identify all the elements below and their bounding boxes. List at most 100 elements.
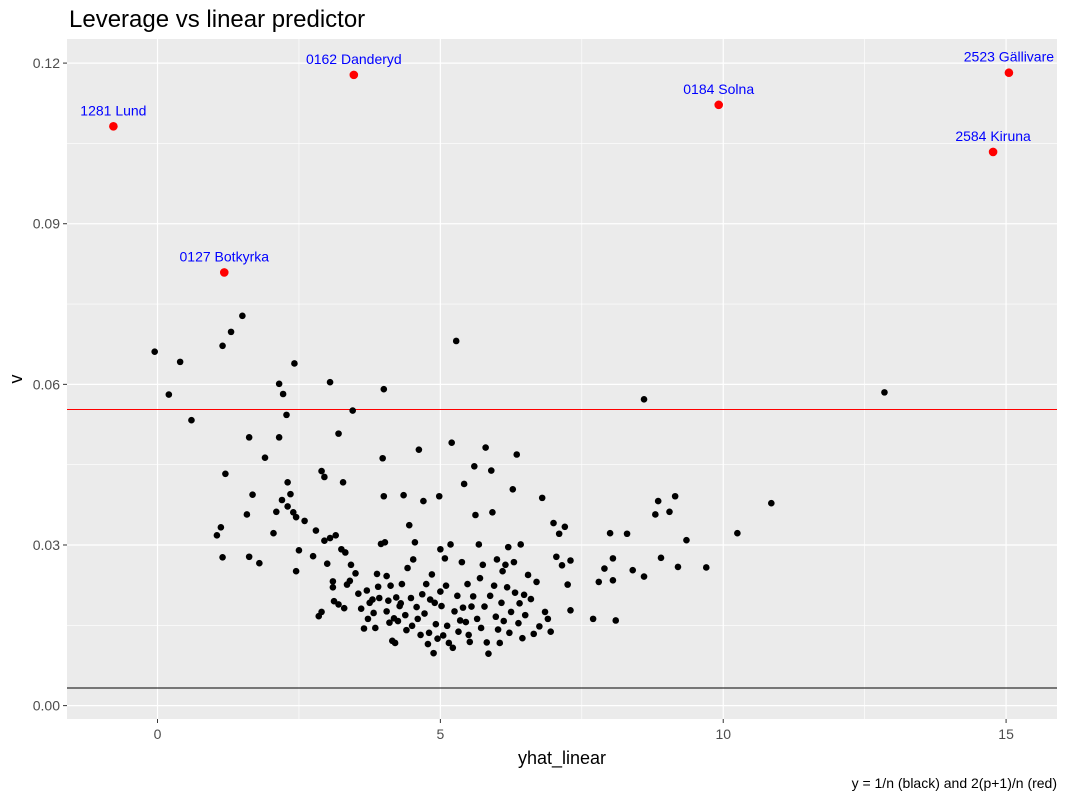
grid-minor bbox=[67, 39, 1057, 719]
data-point bbox=[329, 578, 337, 585]
data-point bbox=[445, 639, 453, 647]
data-point bbox=[176, 358, 184, 366]
x-axis-title: yhat_linear bbox=[518, 748, 606, 769]
data-point bbox=[398, 580, 406, 588]
data-point bbox=[414, 615, 422, 623]
data-point bbox=[434, 635, 441, 642]
data-point bbox=[456, 617, 464, 624]
data-point bbox=[245, 434, 253, 441]
data-point bbox=[504, 543, 512, 551]
data-point bbox=[227, 328, 235, 336]
data-point bbox=[547, 628, 554, 636]
data-point bbox=[245, 553, 253, 561]
data-point bbox=[475, 541, 483, 548]
data-point bbox=[490, 582, 498, 589]
data-point bbox=[471, 462, 478, 470]
data-point bbox=[386, 619, 393, 626]
data-point bbox=[435, 492, 443, 500]
data-point bbox=[652, 511, 659, 518]
data-point bbox=[564, 581, 571, 588]
data-point bbox=[420, 497, 427, 505]
data-point bbox=[291, 360, 298, 367]
data-point bbox=[458, 558, 466, 566]
data-point bbox=[589, 615, 597, 623]
data-point bbox=[283, 411, 290, 419]
data-point bbox=[213, 532, 221, 539]
data-point bbox=[380, 492, 388, 500]
data-point bbox=[329, 583, 337, 591]
data-point bbox=[256, 559, 263, 567]
data-point bbox=[489, 509, 496, 516]
y-tick-label: 0.06 bbox=[33, 376, 60, 392]
data-point bbox=[462, 618, 470, 626]
x-tick-label: 5 bbox=[436, 726, 444, 742]
data-point bbox=[516, 600, 523, 607]
data-point bbox=[411, 539, 419, 546]
data-point bbox=[606, 529, 614, 537]
data-point bbox=[397, 600, 405, 607]
data-point bbox=[422, 580, 430, 588]
data-point bbox=[394, 617, 402, 625]
data-point bbox=[381, 539, 389, 546]
data-point bbox=[441, 555, 449, 562]
data-point bbox=[425, 629, 433, 637]
data-point bbox=[318, 467, 325, 475]
data-point bbox=[335, 601, 342, 608]
point-labels: 1281 Lund 0162 Danderyd 0127 Botkyrka 0184 … bbox=[80, 49, 1054, 265]
data-point bbox=[249, 491, 256, 498]
data-point bbox=[640, 573, 648, 580]
data-point bbox=[373, 570, 381, 578]
data-point bbox=[515, 619, 522, 627]
data-point bbox=[555, 530, 563, 538]
data-point bbox=[165, 391, 173, 398]
data-point bbox=[683, 536, 690, 544]
data-point bbox=[346, 577, 354, 585]
data-point bbox=[188, 416, 195, 424]
data-point bbox=[357, 605, 365, 613]
data-point bbox=[702, 564, 710, 571]
data-point bbox=[326, 378, 334, 386]
data-point bbox=[335, 430, 342, 437]
data-point bbox=[623, 530, 631, 538]
data-point bbox=[609, 577, 617, 584]
data-point bbox=[502, 561, 509, 569]
data-point bbox=[289, 509, 297, 516]
data-point bbox=[612, 617, 620, 624]
data-point bbox=[239, 312, 246, 320]
data-point bbox=[284, 503, 291, 510]
highlighted-point bbox=[988, 147, 998, 157]
data-point bbox=[454, 592, 461, 600]
data-point bbox=[510, 558, 518, 566]
data-point bbox=[387, 582, 394, 589]
data-point bbox=[275, 380, 283, 388]
y-tick-label: 0.00 bbox=[33, 698, 60, 714]
data-point bbox=[375, 594, 383, 602]
data-point bbox=[629, 566, 637, 574]
data-point bbox=[372, 624, 379, 632]
data-point bbox=[544, 615, 552, 623]
data-point bbox=[261, 454, 269, 462]
data-point bbox=[558, 562, 566, 569]
data-point bbox=[449, 644, 457, 652]
data-point bbox=[342, 549, 349, 556]
data-point bbox=[383, 608, 390, 615]
data-point bbox=[657, 554, 665, 562]
x-axis-ticks: 0 5 10 15 bbox=[154, 719, 1014, 742]
point-label: 0184 Solna bbox=[683, 81, 754, 97]
grid-major bbox=[67, 39, 1057, 719]
data-point bbox=[321, 537, 328, 545]
data-point bbox=[640, 396, 648, 403]
data-point bbox=[409, 556, 417, 563]
data-point bbox=[561, 523, 569, 531]
data-point bbox=[881, 389, 888, 396]
data-point bbox=[417, 631, 424, 639]
data-point bbox=[477, 624, 485, 632]
data-point bbox=[349, 407, 356, 414]
data-point bbox=[513, 451, 521, 458]
highlighted-point bbox=[349, 70, 359, 80]
data-point bbox=[287, 490, 294, 498]
data-point bbox=[460, 480, 468, 488]
data-point bbox=[734, 529, 741, 537]
data-point bbox=[355, 590, 362, 598]
data-point bbox=[506, 629, 513, 637]
